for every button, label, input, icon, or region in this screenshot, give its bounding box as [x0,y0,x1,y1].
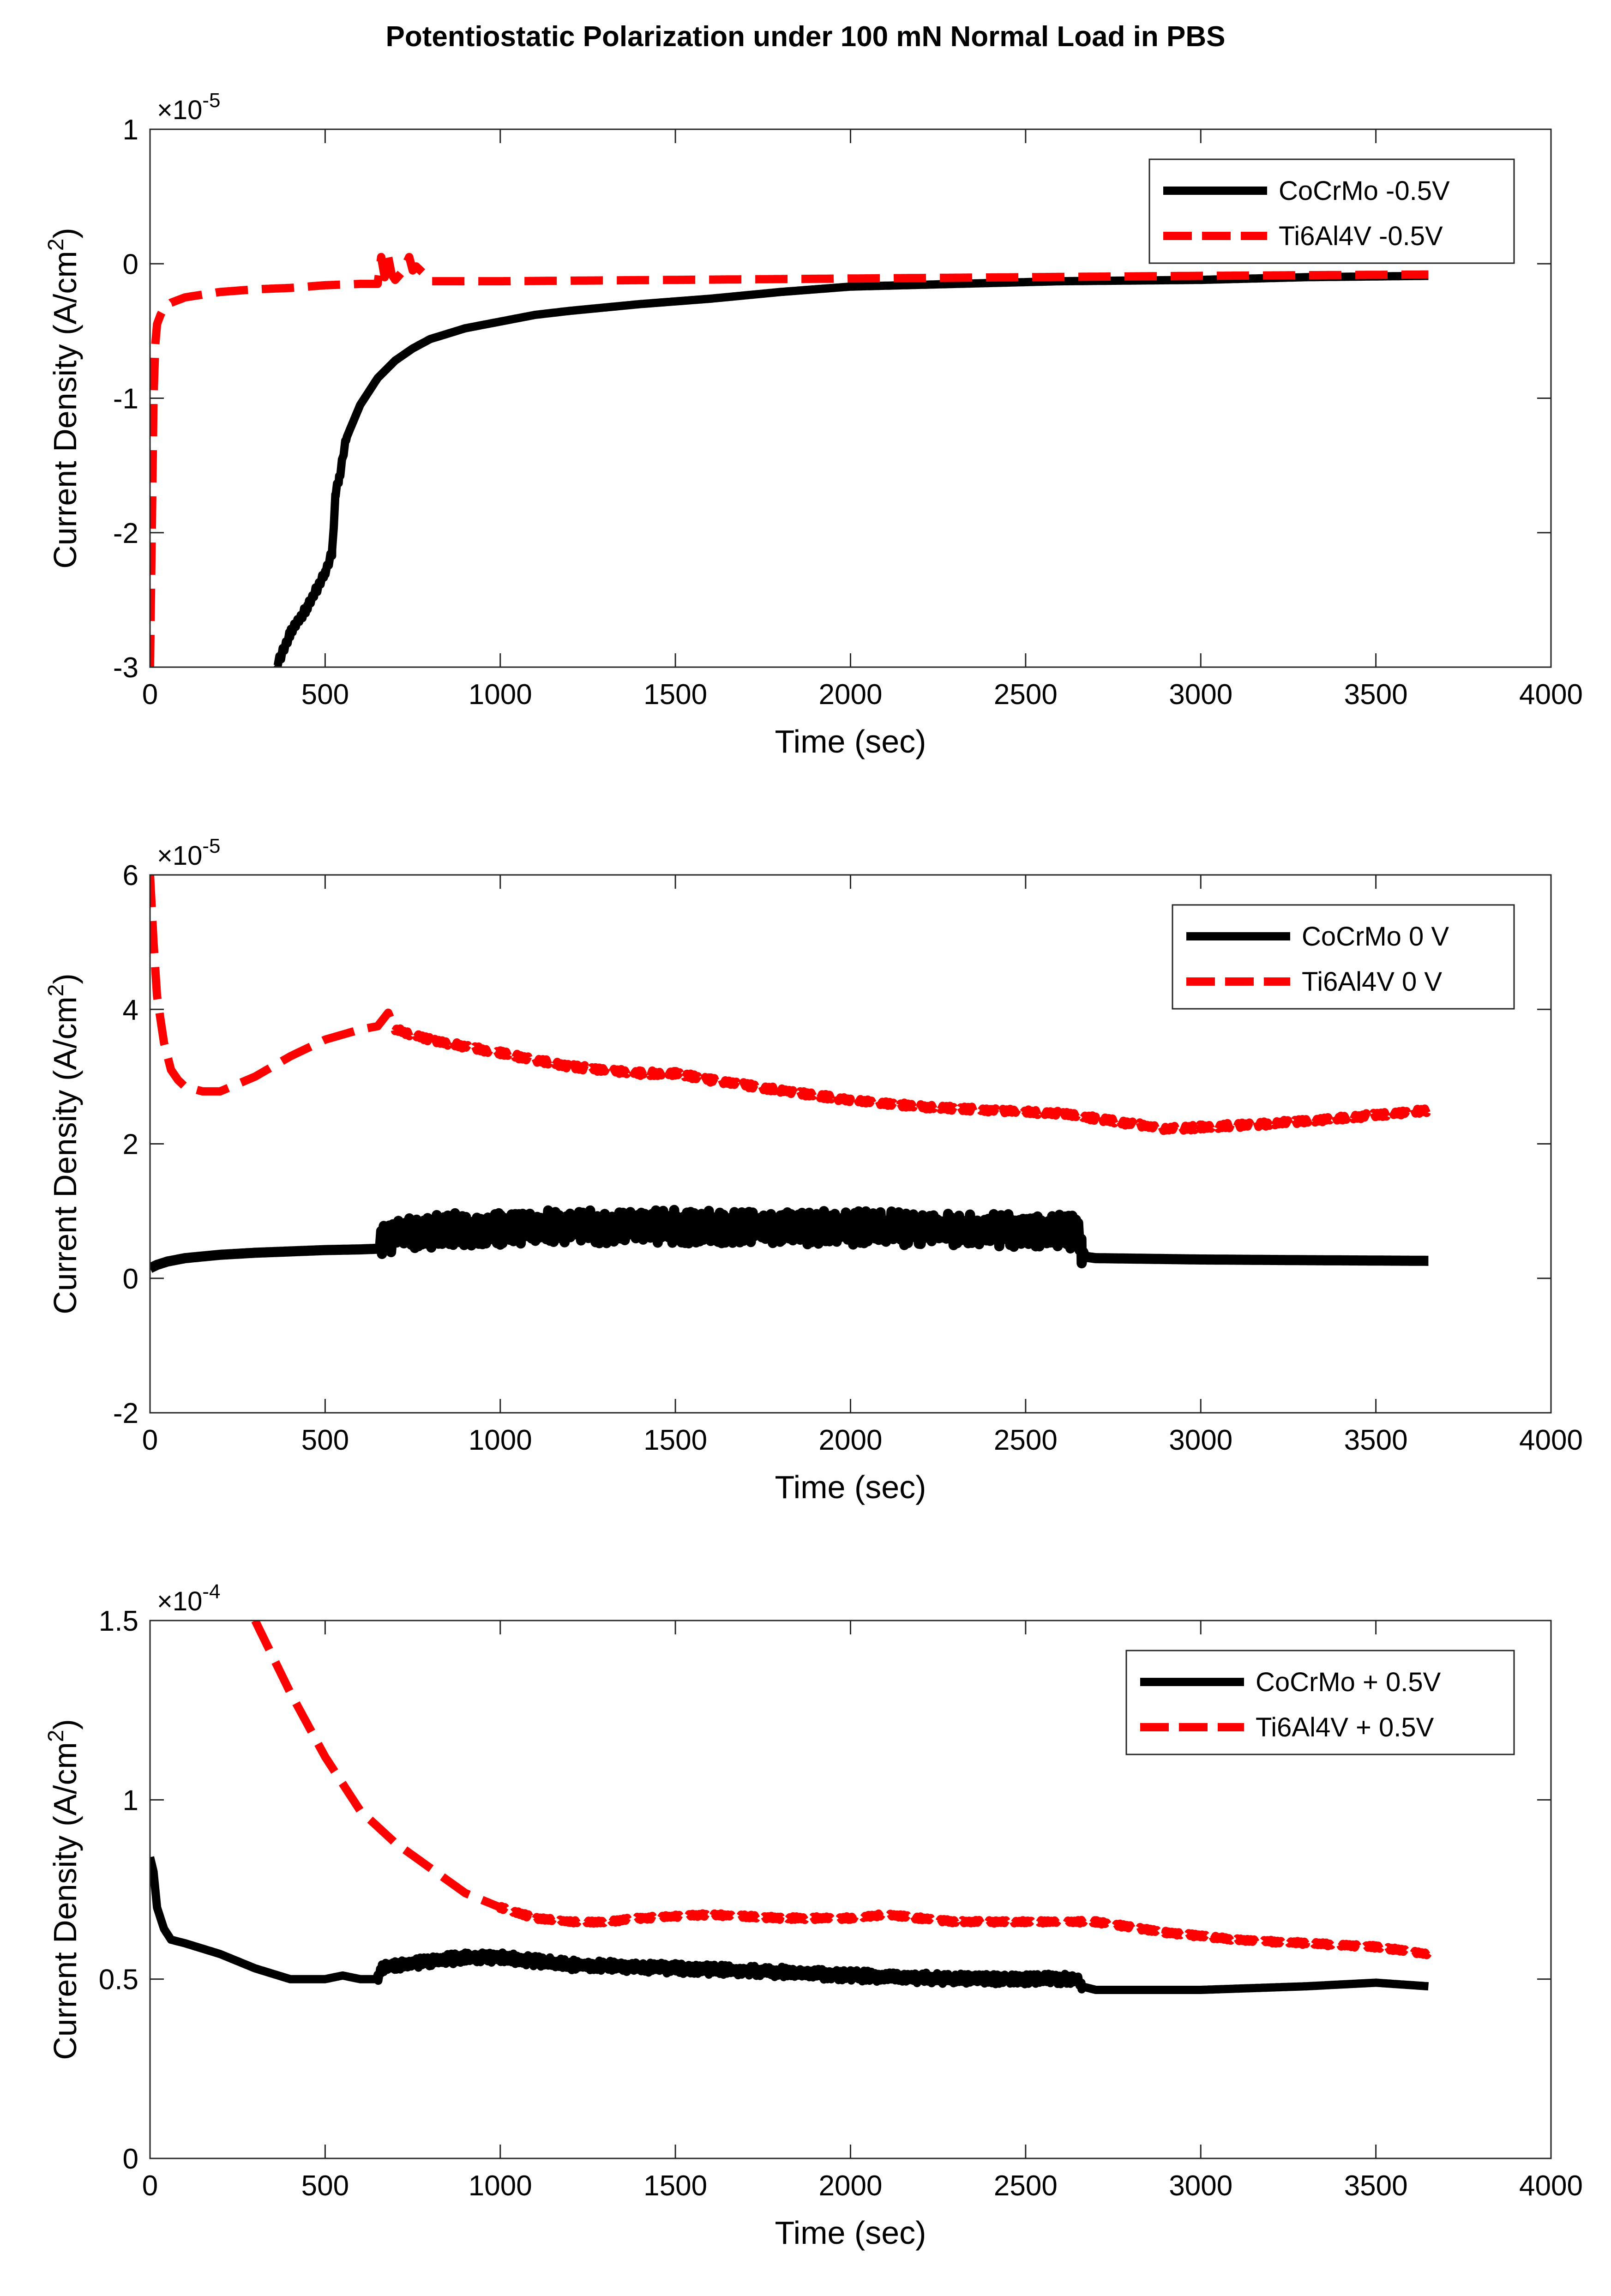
x-tick-label: 3000 [1169,1424,1232,1456]
plot-area [150,1621,1432,1994]
x-tick-label: 2000 [819,2170,883,2202]
x-tick-label: 0 [142,1424,158,1456]
x-tick-label: 3500 [1344,679,1408,711]
series-line-cocrmo [150,1856,1431,1994]
x-tick-label: 2500 [994,1424,1058,1456]
legend: CoCrMo + 0.5V Ti6Al4V + 0.5V [1125,1650,1515,1755]
legend-label-cocrmo: CoCrMo -0.5V [1279,176,1450,206]
y-tick-label: 1 [123,114,138,146]
x-tick-label: 3500 [1344,1424,1408,1456]
x-tick-label: 2500 [994,2170,1058,2202]
y-exponent-label: ×10-4 [157,1580,221,1616]
x-tick-label: 500 [301,2170,349,2202]
x-tick-label: 3500 [1344,2170,1408,2202]
y-tick-label: -3 [113,652,138,684]
y-exponent-label: ×10-5 [157,835,221,871]
legend-box [1172,904,1515,1010]
x-tick-label: 3000 [1169,679,1232,711]
legend: CoCrMo 0 V Ti6Al4V 0 V [1172,904,1515,1010]
plot-area [150,875,1432,1273]
x-tick-label: 1000 [469,1424,532,1456]
y-tick-label: 2 [123,1129,138,1161]
y-axis-label: Current Density (A/cm2) [44,1719,83,2060]
x-tick-label: 2000 [819,679,883,711]
x-tick-label: 3000 [1169,2170,1232,2202]
legend-label-cocrmo: CoCrMo 0 V [1302,922,1449,952]
chart-panel-1: 0 500 1000 1500 2000 2500 3000 3500 4000 -3 -2 -1 0 1… [44,89,1583,759]
legend-label-ti6al4v: Ti6Al4V 0 V [1302,967,1442,997]
x-tick-label: 1500 [643,1424,707,1456]
y-tick-label: 4 [123,994,138,1026]
y-tick-label: 0.5 [99,1964,138,1996]
x-tick-label: 500 [301,679,349,711]
series-line-cocrmo [150,1205,1432,1273]
y-tick-label: 0 [123,2143,138,2175]
x-tick-label: 2000 [819,1424,883,1456]
x-tick-label: 1000 [469,2170,532,2202]
series-line-ti6al4v [150,253,1431,667]
figure-title: Potentiostatic Polarization under 100 mN… [386,21,1226,53]
x-tick-label: 1500 [643,2170,707,2202]
legend-label-cocrmo: CoCrMo + 0.5V [1256,1667,1441,1697]
y-tick-label: 0 [123,248,138,280]
y-tick-label: -2 [113,1398,138,1429]
y-tick-label: -1 [113,383,138,415]
y-exponent-label: ×10-5 [157,89,221,125]
x-tick-label: 4000 [1519,1424,1583,1456]
y-tick-label: 1.5 [99,1605,138,1637]
series-line-ti6al4v [251,1621,1432,1959]
x-axis-label: Time (sec) [775,2215,926,2251]
series-line-cocrmo [273,271,1431,667]
x-tick-label: 2500 [994,679,1058,711]
y-tick-label: 0 [123,1263,138,1295]
x-axis-label: Time (sec) [775,1469,926,1505]
y-tick-label: 6 [123,860,138,892]
legend-box [1125,1650,1515,1755]
x-tick-label: 0 [142,2170,158,2202]
chart-panel-3: 0 500 1000 1500 2000 2500 3000 3500 4000 0 0.5 1 1.5… [44,1580,1583,2251]
legend-label-ti6al4v: Ti6Al4V + 0.5V [1256,1712,1434,1742]
y-axis-label: Current Density (A/cm2) [44,973,83,1314]
legend-box [1148,158,1515,264]
legend-label-ti6al4v: Ti6Al4V -0.5V [1279,221,1443,251]
x-axis-label: Time (sec) [775,723,926,759]
x-tick-label: 1500 [643,679,707,711]
x-tick-label: 4000 [1519,2170,1583,2202]
panels: 0 500 1000 1500 2000 2500 3000 3500 4000-3-2-101… [44,89,1583,2251]
y-tick-label: 1 [123,1784,138,1816]
chart-panel-2: 0 500 1000 1500 2000 2500 3000 3500 4000-20246×1… [44,835,1583,1505]
legend: CoCrMo -0.5V Ti6Al4V -0.5V [1148,158,1515,264]
y-axis-label: Current Density (A/cm2) [44,228,83,569]
y-tick-label: -2 [113,518,138,549]
x-tick-label: 1000 [469,679,532,711]
plot-area [150,253,1431,667]
x-tick-label: 0 [142,679,158,711]
x-tick-label: 4000 [1519,679,1583,711]
series-line-ti6al4v [150,875,1432,1135]
x-tick-label: 500 [301,1424,349,1456]
